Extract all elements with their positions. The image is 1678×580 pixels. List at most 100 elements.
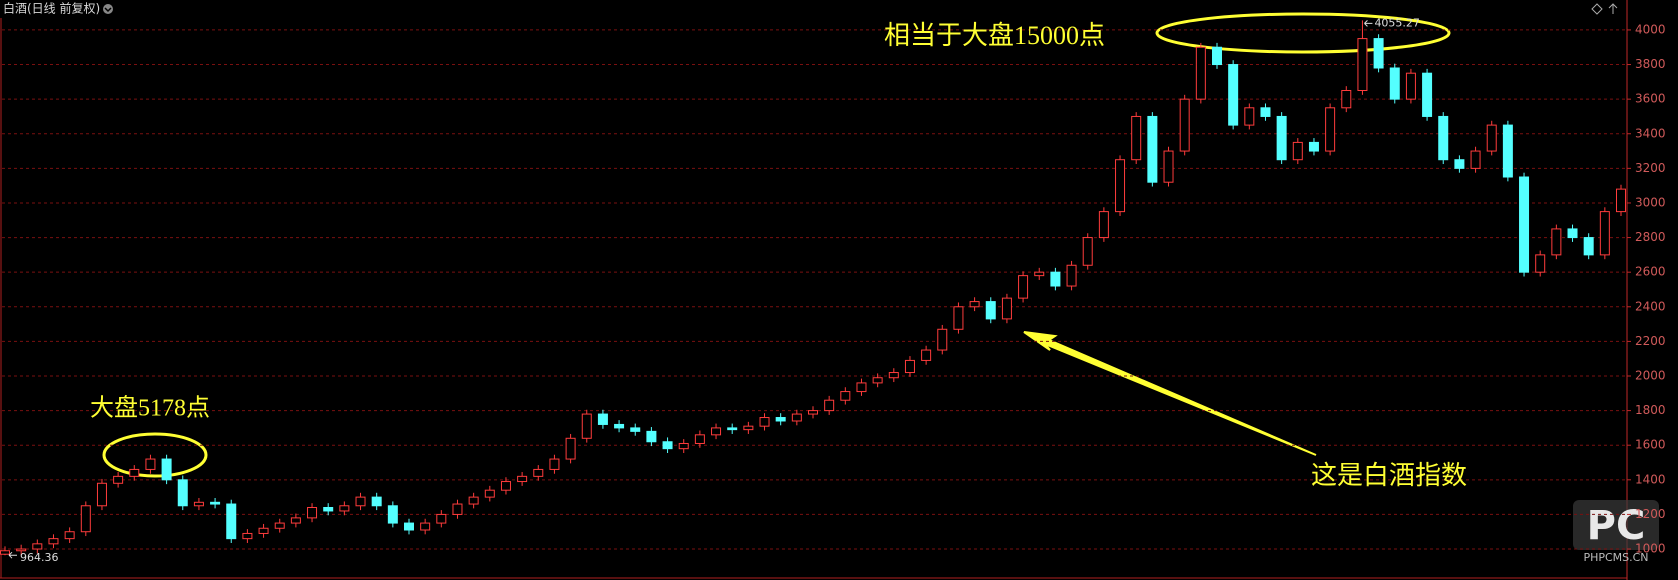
candle-body [1583, 237, 1594, 256]
candle-body [1616, 188, 1626, 213]
candle-body [1325, 107, 1336, 152]
annotation: 这是白酒指数 [1311, 461, 1467, 490]
candle-body [1405, 72, 1416, 100]
candle-body [404, 522, 414, 531]
candle-body [484, 489, 495, 498]
candle-body [339, 505, 350, 512]
candle-body [1567, 228, 1578, 239]
candle-body [145, 458, 156, 470]
candle-body [1276, 115, 1287, 161]
candle-body [969, 301, 980, 308]
annotation-arrow [1023, 331, 1317, 456]
y-tick-label: 3200 [1635, 161, 1666, 175]
candle-body [678, 442, 689, 450]
candle-body [274, 522, 285, 529]
tool-icon[interactable] [1608, 3, 1618, 14]
candle-body [0, 550, 10, 555]
candle-body [64, 531, 75, 540]
candle-body [32, 543, 43, 550]
candle-body [16, 548, 27, 552]
candle-body [1228, 64, 1239, 126]
candle-body [921, 349, 932, 361]
candle-body [161, 458, 172, 481]
candle-body [1292, 141, 1303, 161]
candle-body [1066, 264, 1077, 287]
candle-body [468, 496, 479, 505]
candle-body [371, 496, 382, 507]
annotation: 相当于大盘15000点 [884, 21, 1105, 50]
candle-body [808, 410, 818, 415]
candle-body [129, 468, 140, 477]
candle-body [1098, 211, 1109, 239]
candle-body [597, 413, 608, 425]
candle-body [1260, 107, 1271, 117]
candle-body [323, 507, 334, 512]
annotation: 大盘5178点 [90, 395, 210, 422]
candle-body [759, 417, 770, 427]
candle-body [953, 306, 964, 330]
y-tick-label: 2400 [1635, 299, 1666, 313]
title-menu-caret [104, 7, 112, 13]
candle-body [1470, 150, 1481, 169]
y-tick-label: 1800 [1635, 403, 1666, 417]
y-tick-label: 3000 [1635, 195, 1666, 209]
candle-body [614, 423, 625, 429]
candle-body [1519, 176, 1530, 273]
candle-body [113, 475, 124, 484]
candle-body [452, 503, 463, 515]
candle-body [840, 391, 851, 401]
y-tick-label: 1400 [1635, 472, 1666, 486]
candle-body [355, 496, 366, 507]
candle-body [937, 328, 948, 351]
candle-body [177, 479, 188, 507]
title-menu-icon[interactable] [103, 4, 113, 14]
candle-body [743, 425, 754, 431]
candle-body [80, 505, 91, 533]
candle-body [387, 505, 398, 524]
candle-body [727, 427, 738, 431]
candle-body [1422, 72, 1433, 117]
min-label: 964.36 [20, 551, 59, 564]
candle-body [1244, 107, 1255, 126]
y-tick-label: 2600 [1635, 265, 1666, 279]
candle-body [856, 382, 867, 393]
candle-body [1179, 98, 1190, 152]
candle-body [1535, 254, 1546, 273]
candle-body [1082, 237, 1093, 266]
y-tick-label: 1000 [1635, 542, 1666, 556]
watermark-logo: PC [1587, 503, 1646, 549]
candle-body [96, 482, 107, 507]
tool-icon[interactable] [1591, 3, 1603, 15]
candle-body [1551, 228, 1562, 256]
candle-body [420, 522, 431, 531]
y-tick-label: 2200 [1635, 334, 1666, 348]
y-tick-label: 2000 [1635, 368, 1666, 382]
candle-body [1131, 115, 1142, 161]
candle-body [210, 501, 221, 505]
candle-body [565, 437, 576, 460]
candle-body [307, 507, 318, 519]
y-tick-label: 3600 [1635, 92, 1666, 106]
watermark: PHPCMS.CN [1583, 551, 1648, 564]
candle-body [662, 441, 673, 450]
candle-body [581, 413, 592, 439]
candle-body [500, 481, 511, 491]
candle-body [1486, 124, 1497, 152]
candle-body [193, 501, 204, 507]
candle-body [1438, 115, 1449, 161]
candle-body [1373, 38, 1384, 69]
candle-body [630, 427, 641, 432]
candle-body [646, 430, 657, 443]
annotation-ellipse [102, 432, 208, 478]
annotation-ellipse [1155, 12, 1451, 54]
candle-body [1018, 275, 1029, 299]
chart-title: 白酒(日线 前复权) [3, 1, 100, 16]
watermark-box [1573, 500, 1659, 550]
max-pointer [1364, 20, 1373, 27]
candle-body [1308, 141, 1319, 152]
min-pointer [8, 551, 17, 559]
candle-body [1599, 211, 1610, 256]
candle-body [872, 377, 883, 384]
y-tick-label: 3800 [1635, 57, 1666, 71]
